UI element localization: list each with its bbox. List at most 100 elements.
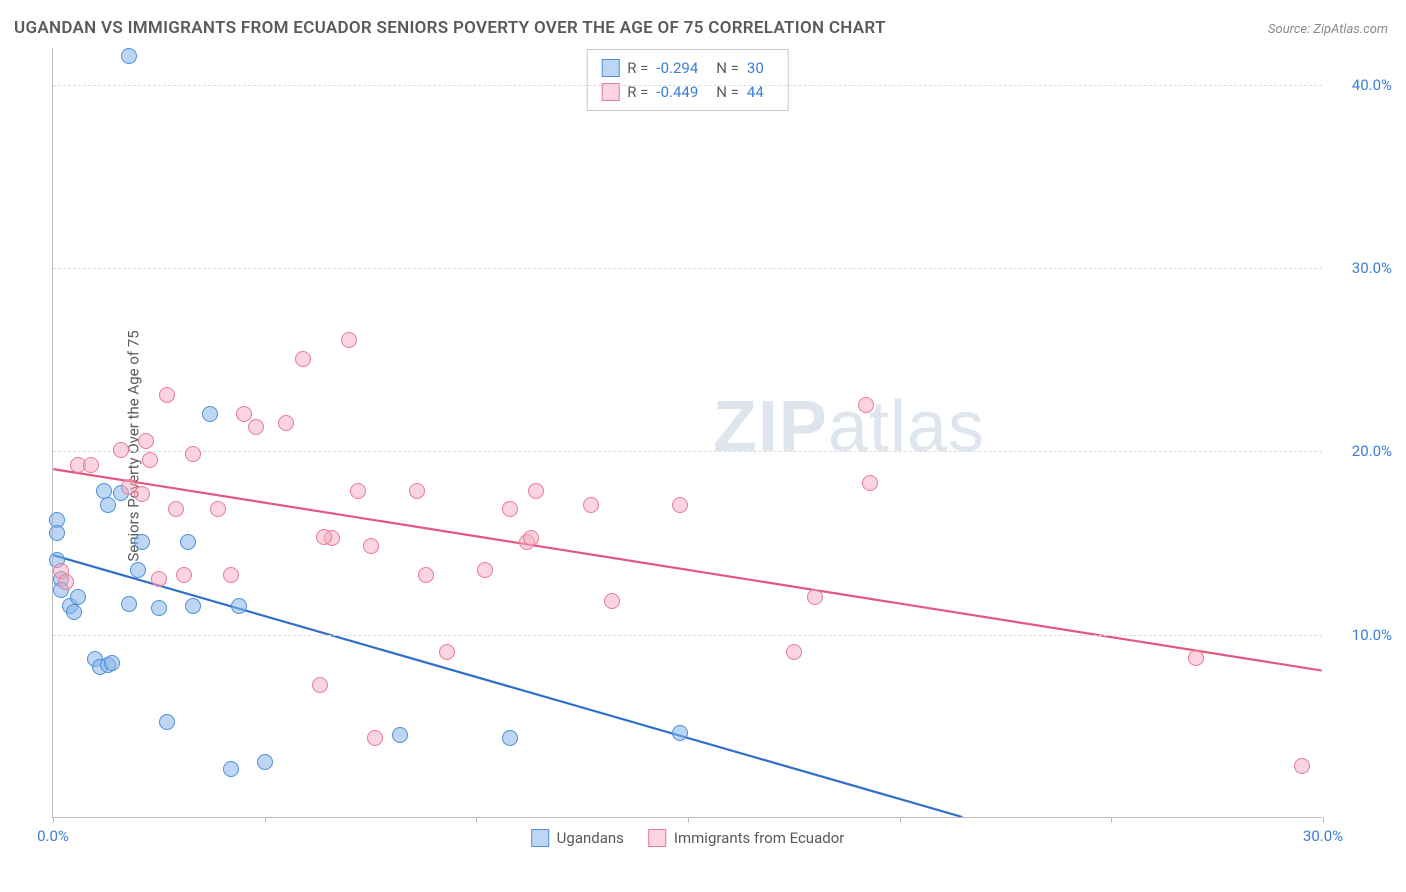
stats-row: R = -0.449 N = 44 <box>601 80 774 104</box>
data-point <box>176 567 192 583</box>
data-point <box>363 538 379 554</box>
gridline <box>53 635 1322 636</box>
data-point <box>341 332 357 348</box>
series-legend: Ugandans Immigrants from Ecuador <box>531 829 845 847</box>
data-point <box>236 406 252 422</box>
data-point <box>502 501 518 517</box>
gridline <box>53 268 1322 269</box>
trend-lines <box>53 48 1322 817</box>
data-point <box>151 571 167 587</box>
legend-label: Ugandans <box>557 829 624 847</box>
x-tick <box>1323 817 1324 823</box>
data-point <box>350 483 366 499</box>
legend-item: Ugandans <box>531 829 624 847</box>
data-point <box>392 727 408 743</box>
legend-item: Immigrants from Ecuador <box>648 829 844 847</box>
data-point <box>439 644 455 660</box>
data-point <box>130 562 146 578</box>
data-point <box>807 589 823 605</box>
data-point <box>58 574 74 590</box>
data-point <box>858 397 874 413</box>
data-point <box>1294 758 1310 774</box>
plot-area: ZIPatlas R =-0.294N =30R =-0.449N =44 Ug… <box>52 48 1322 818</box>
data-point <box>502 730 518 746</box>
data-point <box>134 534 150 550</box>
data-point <box>159 714 175 730</box>
gridline <box>53 451 1322 452</box>
legend-label: Immigrants from Ecuador <box>674 829 844 847</box>
data-point <box>185 598 201 614</box>
x-tick <box>53 817 54 823</box>
data-point <box>295 351 311 367</box>
data-point <box>121 48 137 64</box>
data-point <box>1188 650 1204 666</box>
stats-row: R =-0.294N =30 <box>601 56 774 80</box>
data-point <box>604 593 620 609</box>
n-label: N = <box>716 83 739 101</box>
r-value: -0.449 <box>656 83 698 101</box>
data-point <box>202 406 218 422</box>
x-tick-label: 30.0% <box>1303 827 1343 845</box>
r-label: R = <box>627 59 648 77</box>
data-point <box>66 604 82 620</box>
data-point <box>49 525 65 541</box>
data-point <box>138 433 154 449</box>
data-point <box>185 446 201 462</box>
trend-line <box>53 469 1321 670</box>
data-point <box>231 598 247 614</box>
x-tick-label: 0.0% <box>37 827 69 845</box>
data-point <box>210 501 226 517</box>
x-tick <box>265 817 266 823</box>
data-point <box>134 486 150 502</box>
x-tick <box>1111 817 1112 823</box>
data-point <box>180 534 196 550</box>
data-point <box>528 483 544 499</box>
data-point <box>248 419 264 435</box>
n-value: 30 <box>747 59 764 77</box>
data-point <box>312 677 328 693</box>
data-point <box>96 483 112 499</box>
data-point <box>70 589 86 605</box>
data-point <box>477 562 493 578</box>
legend-swatch <box>531 829 549 847</box>
y-tick-label: 20.0% <box>1352 442 1392 460</box>
data-point <box>113 442 129 458</box>
data-point <box>142 452 158 468</box>
x-tick <box>476 817 477 823</box>
n-label: N = <box>716 59 739 77</box>
watermark: ZIPatlas <box>713 386 985 468</box>
data-point <box>418 567 434 583</box>
r-label: R = <box>627 83 648 101</box>
data-point <box>257 754 273 770</box>
source-attribution: Source: ZipAtlas.com <box>1268 22 1388 37</box>
y-tick-label: 30.0% <box>1352 259 1392 277</box>
y-tick-label: 40.0% <box>1352 76 1392 94</box>
data-point <box>786 644 802 660</box>
data-point <box>223 761 239 777</box>
chart-title: UGANDAN VS IMMIGRANTS FROM ECUADOR SENIO… <box>14 18 886 38</box>
correlation-chart: UGANDAN VS IMMIGRANTS FROM ECUADOR SENIO… <box>0 0 1406 892</box>
data-point <box>672 725 688 741</box>
data-point <box>159 387 175 403</box>
data-point <box>367 730 383 746</box>
stats-legend-box: R =-0.294N =30R =-0.449N =44 <box>586 49 789 111</box>
series-swatch <box>601 59 619 77</box>
data-point <box>316 529 332 545</box>
legend-swatch <box>648 829 666 847</box>
series-swatch <box>601 83 619 101</box>
data-point <box>104 655 120 671</box>
data-point <box>409 483 425 499</box>
data-point <box>121 596 137 612</box>
x-tick <box>900 817 901 823</box>
n-value: 44 <box>747 83 764 101</box>
trend-line <box>53 555 962 817</box>
y-tick-label: 10.0% <box>1352 626 1392 644</box>
data-point <box>523 530 539 546</box>
data-point <box>583 497 599 513</box>
gridline <box>53 85 1322 86</box>
data-point <box>151 600 167 616</box>
x-tick <box>688 817 689 823</box>
data-point <box>100 497 116 513</box>
data-point <box>168 501 184 517</box>
data-point <box>83 457 99 473</box>
